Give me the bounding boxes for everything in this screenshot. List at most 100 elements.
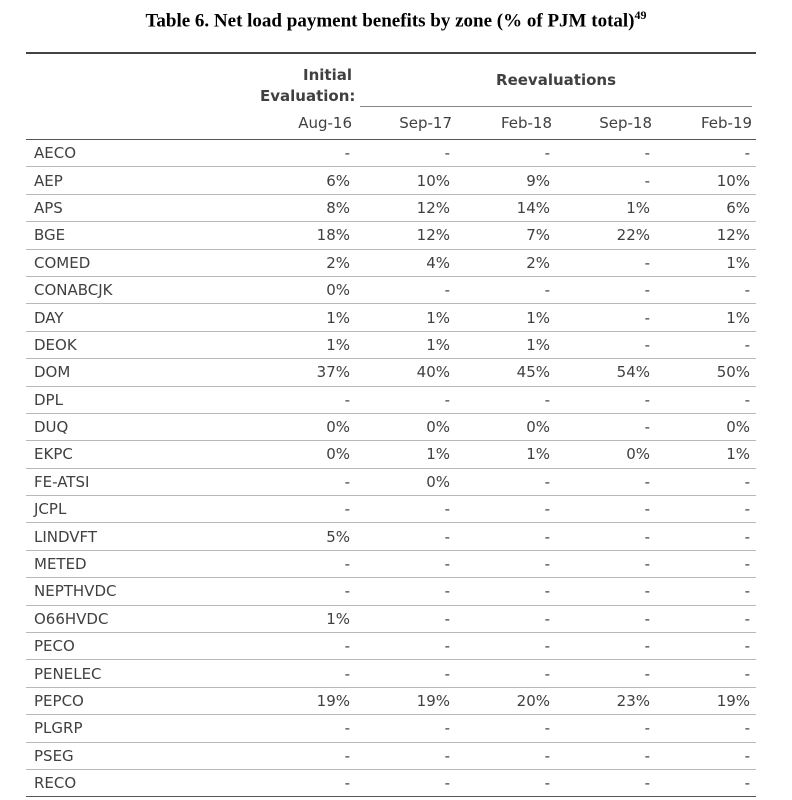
value-cell: - xyxy=(456,386,556,414)
column-header: Sep-18 xyxy=(556,107,656,140)
value-cell: 2% xyxy=(256,249,356,277)
zone-name-cell: APS xyxy=(26,194,256,223)
value-cell: 12% xyxy=(356,194,456,223)
value-cell: 0% xyxy=(456,413,556,442)
value-cell: - xyxy=(556,166,656,195)
value-cell: 19% xyxy=(356,687,456,716)
value-cell: - xyxy=(456,468,556,497)
value-cell: 1% xyxy=(656,303,757,332)
value-cell: 1% xyxy=(556,194,656,223)
value-cell: 18% xyxy=(256,221,356,250)
value-cell: 54% xyxy=(556,358,656,387)
value-cell: - xyxy=(456,550,556,579)
value-cell: - xyxy=(556,522,656,551)
zone-name-cell: PENELEC xyxy=(26,659,256,688)
zone-benefits-table: Initial Evaluation: Reevaluations Aug-16… xyxy=(26,52,757,798)
zone-name-cell: AECO xyxy=(26,139,256,168)
value-cell: 1% xyxy=(456,331,556,360)
value-cell: 5% xyxy=(256,522,356,551)
value-cell: 1% xyxy=(456,303,556,332)
value-cell: - xyxy=(256,495,356,524)
value-cell: 50% xyxy=(656,358,757,387)
value-cell: - xyxy=(356,742,456,770)
table-row: DOM 37% 40% 45% 54% 50% xyxy=(26,358,757,387)
value-cell: 12% xyxy=(656,221,757,250)
table-row: EKPC 0% 1% 1% 0% 1% xyxy=(26,440,757,469)
value-cell: 12% xyxy=(356,221,456,250)
table-row: LINDVFT 5% - - - - xyxy=(26,522,757,551)
table-row: RECO - - - - - xyxy=(26,769,757,798)
value-cell: 10% xyxy=(356,166,456,195)
table-row: DEOK 1% 1% 1% - - xyxy=(26,331,757,360)
value-cell: 0% xyxy=(556,440,656,469)
value-cell: 19% xyxy=(656,687,757,716)
value-cell: 19% xyxy=(256,687,356,716)
value-cell: 37% xyxy=(256,358,356,387)
value-cell: 1% xyxy=(356,440,456,469)
zone-name-cell: PLGRP xyxy=(26,714,256,743)
value-cell: 1% xyxy=(256,331,356,360)
value-cell: - xyxy=(656,742,757,770)
value-cell: - xyxy=(256,659,356,688)
value-cell: - xyxy=(356,495,456,524)
value-cell: - xyxy=(656,495,757,524)
value-cell: - xyxy=(556,550,656,579)
value-cell: - xyxy=(656,659,757,688)
zone-name-cell: PEPCO xyxy=(26,687,256,716)
table-row: DAY 1% 1% 1% -1% xyxy=(26,303,757,332)
table-row: DPL - - - - - xyxy=(26,386,757,414)
value-cell: - xyxy=(256,550,356,579)
zone-name-cell: DEOK xyxy=(26,331,256,360)
table-row: FE-ATSI -0% - - - xyxy=(26,468,757,497)
initial-header-line1: Initial xyxy=(303,66,352,84)
value-cell: - xyxy=(656,577,757,606)
value-cell: - xyxy=(656,714,757,743)
zone-name-cell: DOM xyxy=(26,358,256,387)
value-cell: 1% xyxy=(456,440,556,469)
value-cell: - xyxy=(656,386,757,414)
zone-name-cell: DUQ xyxy=(26,413,256,442)
value-cell: - xyxy=(556,139,656,168)
value-cell: - xyxy=(556,468,656,497)
value-cell: - xyxy=(456,577,556,606)
value-cell: 14% xyxy=(456,194,556,223)
value-cell: - xyxy=(556,769,656,798)
table-row: METED - - - - - xyxy=(26,550,757,579)
zone-header-blank xyxy=(26,52,256,107)
table-row: COMED 2% 4% 2% -1% xyxy=(26,249,757,277)
table-row: AEP 6% 10% 9% -10% xyxy=(26,166,757,195)
value-cell: 1% xyxy=(356,331,456,360)
value-cell: - xyxy=(356,139,456,168)
value-cell: - xyxy=(256,632,356,661)
column-header: Feb-18 xyxy=(456,107,556,140)
column-header: Aug-16 xyxy=(256,107,356,140)
zone-column-header xyxy=(26,107,256,140)
zone-name-cell: CONABCJK xyxy=(26,276,256,305)
reevaluations-header: Reevaluations xyxy=(356,52,757,107)
table-body: AECO - - - - - AEP 6% 10% 9% -10% APS 8% 12% 14% 1% 6% BG… xyxy=(26,139,757,798)
value-cell: - xyxy=(256,468,356,497)
zone-name-cell: PECO xyxy=(26,632,256,661)
value-cell: - xyxy=(356,714,456,743)
value-cell: - xyxy=(456,714,556,743)
value-cell: - xyxy=(556,632,656,661)
table-row: NEPTHVDC - - - - - xyxy=(26,577,757,606)
table-row: JCPL - - - - - xyxy=(26,495,757,524)
zone-name-cell: RECO xyxy=(26,769,256,798)
value-cell: 20% xyxy=(456,687,556,716)
value-cell: 0% xyxy=(356,413,456,442)
value-cell: 0% xyxy=(256,440,356,469)
zone-name-cell: NEPTHVDC xyxy=(26,577,256,606)
value-cell: - xyxy=(456,605,556,634)
value-cell: 8% xyxy=(256,194,356,223)
value-cell: - xyxy=(556,249,656,277)
value-cell: - xyxy=(356,632,456,661)
table-row: AECO - - - - - xyxy=(26,139,757,168)
value-cell: - xyxy=(456,632,556,661)
value-cell: - xyxy=(356,550,456,579)
zone-name-cell: METED xyxy=(26,550,256,579)
zone-name-cell: FE-ATSI xyxy=(26,468,256,497)
value-cell: - xyxy=(456,522,556,551)
initial-evaluation-header: Initial Evaluation: xyxy=(256,52,356,107)
value-cell: 0% xyxy=(656,413,757,442)
